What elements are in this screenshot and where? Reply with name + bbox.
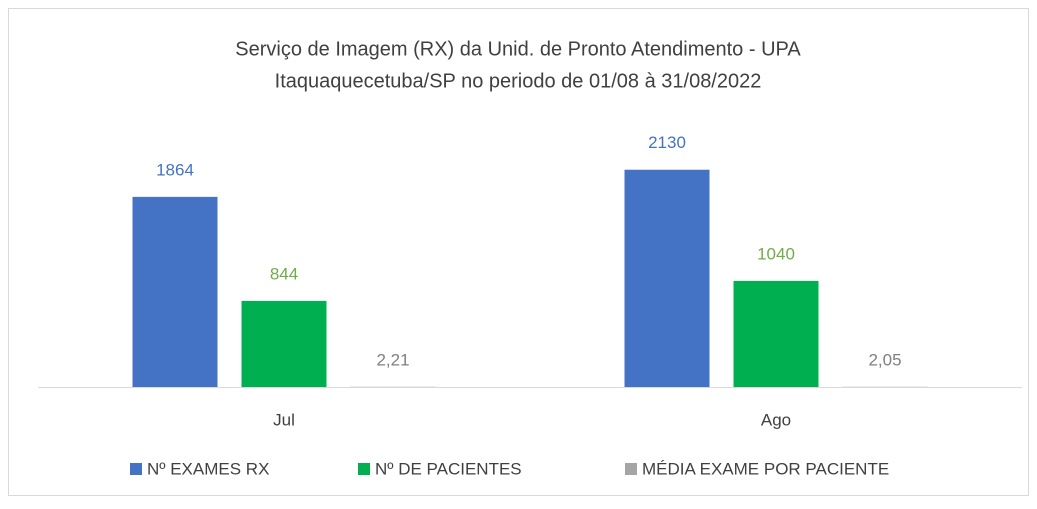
- bar: [625, 170, 710, 387]
- legend-label: MÉDIA EXAME POR PACIENTE: [642, 459, 889, 478]
- data-label: 2,05: [868, 350, 901, 369]
- legend-label: Nº DE PACIENTES: [375, 459, 522, 478]
- chart-title: Serviço de Imagem (RX) da Unid. de Pront…: [235, 38, 801, 60]
- data-label: 2,21: [376, 350, 409, 369]
- data-label: 844: [270, 264, 298, 283]
- legend-label: Nº EXAMES RX: [147, 459, 269, 478]
- bar: [734, 281, 819, 387]
- data-label: 2130: [648, 133, 686, 152]
- legend-swatch: [358, 463, 370, 475]
- data-label: 1864: [156, 160, 194, 179]
- legend-swatch: [625, 463, 637, 475]
- legend-swatch: [130, 463, 142, 475]
- x-tick-label: Ago: [761, 410, 791, 429]
- data-label: 1040: [757, 244, 795, 263]
- bar: [133, 197, 218, 387]
- chart-title: Itaquaquecetuba/SP no periodo de 01/08 à…: [275, 70, 762, 92]
- x-tick-label: Jul: [273, 410, 295, 429]
- bar: [242, 301, 327, 387]
